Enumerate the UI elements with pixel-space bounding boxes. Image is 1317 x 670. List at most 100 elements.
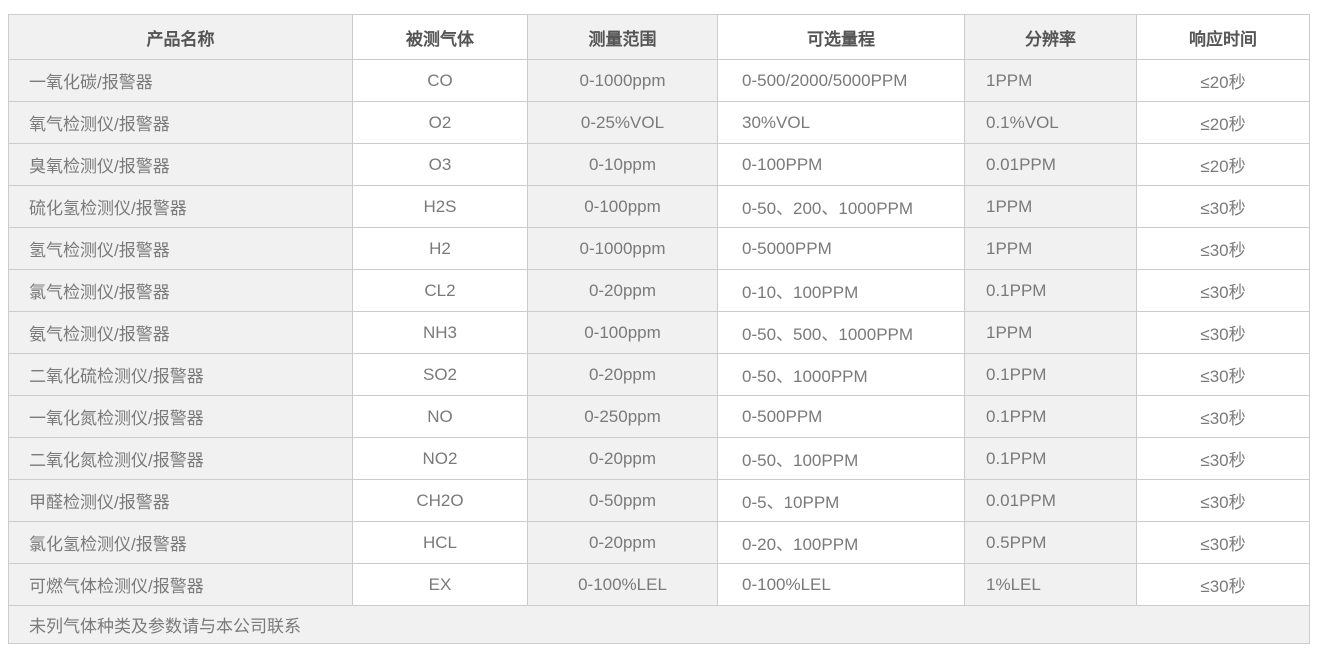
table-row: 二氧化硫检测仪/报警器 SO2 0-20ppm 0-50、1000PPM 0.1PPM ≤…	[8, 353, 1310, 396]
cell-optional-range: 0-5000PPM	[717, 227, 965, 270]
cell-resolution: 0.01PPM	[964, 143, 1137, 186]
cell-response-time: ≤30秒	[1136, 563, 1310, 606]
cell-optional-range: 0-500/2000/5000PPM	[717, 59, 965, 102]
cell-measure-range: 0-10ppm	[527, 143, 718, 186]
table-row: 氯化氢检测仪/报警器 HCL 0-20ppm 0-20、100PPM 0.5PPM ≤30…	[8, 521, 1310, 564]
table-row: 臭氧检测仪/报警器 O3 0-10ppm 0-100PPM 0.01PPM ≤20秒	[8, 143, 1310, 186]
cell-resolution: 0.1PPM	[964, 353, 1137, 396]
cell-measure-range: 0-25%VOL	[527, 101, 718, 144]
cell-resolution: 0.01PPM	[964, 479, 1137, 522]
cell-resolution: 1PPM	[964, 311, 1137, 354]
cell-measure-range: 0-100%LEL	[527, 563, 718, 606]
cell-optional-range: 0-50、500、1000PPM	[717, 311, 965, 354]
cell-measure-range: 0-50ppm	[527, 479, 718, 522]
cell-measured-gas: O3	[352, 143, 528, 186]
footer-note-row: 未列气体种类及参数请与本公司联系	[8, 605, 1310, 644]
cell-resolution: 1PPM	[964, 185, 1137, 228]
column-header-product-name: 产品名称	[8, 14, 353, 60]
cell-measure-range: 0-250ppm	[527, 395, 718, 438]
cell-product-name: 氯化氢检测仪/报警器	[8, 521, 353, 564]
cell-resolution: 0.1PPM	[964, 269, 1137, 312]
cell-resolution: 1PPM	[964, 227, 1137, 270]
cell-resolution: 1%LEL	[964, 563, 1137, 606]
cell-measure-range: 0-100ppm	[527, 311, 718, 354]
cell-product-name: 臭氧检测仪/报警器	[8, 143, 353, 186]
cell-response-time: ≤30秒	[1136, 437, 1310, 480]
cell-optional-range: 0-10、100PPM	[717, 269, 965, 312]
cell-resolution: 0.1PPM	[964, 437, 1137, 480]
table-body: 一氧化碳/报警器 CO 0-1000ppm 0-500/2000/5000PPM 1PP…	[8, 59, 1310, 606]
cell-optional-range: 30%VOL	[717, 101, 965, 144]
cell-measured-gas: NH3	[352, 311, 528, 354]
cell-product-name: 甲醛检测仪/报警器	[8, 479, 353, 522]
cell-measured-gas: HCL	[352, 521, 528, 564]
cell-response-time: ≤30秒	[1136, 395, 1310, 438]
cell-measure-range: 0-1000ppm	[527, 227, 718, 270]
cell-optional-range: 0-50、100PPM	[717, 437, 965, 480]
cell-product-name: 氯气检测仪/报警器	[8, 269, 353, 312]
cell-product-name: 二氧化硫检测仪/报警器	[8, 353, 353, 396]
cell-optional-range: 0-50、1000PPM	[717, 353, 965, 396]
cell-measure-range: 0-20ppm	[527, 353, 718, 396]
cell-measured-gas: CH2O	[352, 479, 528, 522]
table-row: 氢气检测仪/报警器 H2 0-1000ppm 0-5000PPM 1PPM ≤30秒	[8, 227, 1310, 270]
table-row: 一氧化氮检测仪/报警器 NO 0-250ppm 0-500PPM 0.1PPM ≤30秒	[8, 395, 1310, 438]
table-header-row: 产品名称 被测气体 测量范围 可选量程 分辨率 响应时间	[8, 14, 1310, 60]
table-row: 甲醛检测仪/报警器 CH2O 0-50ppm 0-5、10PPM 0.01PPM ≤30秒	[8, 479, 1310, 522]
cell-product-name: 二氧化氮检测仪/报警器	[8, 437, 353, 480]
cell-measured-gas: H2	[352, 227, 528, 270]
cell-response-time: ≤30秒	[1136, 185, 1310, 228]
cell-response-time: ≤30秒	[1136, 269, 1310, 312]
cell-resolution: 1PPM	[964, 59, 1137, 102]
cell-product-name: 可燃气体检测仪/报警器	[8, 563, 353, 606]
cell-measure-range: 0-20ppm	[527, 269, 718, 312]
spec-table-container: 产品名称 被测气体 测量范围 可选量程 分辨率 响应时间 一氧化碳/报警器 CO 0…	[8, 14, 1310, 644]
cell-response-time: ≤20秒	[1136, 59, 1310, 102]
cell-product-name: 硫化氢检测仪/报警器	[8, 185, 353, 228]
cell-measured-gas: H2S	[352, 185, 528, 228]
column-header-measured-gas: 被测气体	[352, 14, 528, 60]
cell-product-name: 氨气检测仪/报警器	[8, 311, 353, 354]
cell-response-time: ≤30秒	[1136, 521, 1310, 564]
cell-response-time: ≤20秒	[1136, 101, 1310, 144]
cell-measured-gas: O2	[352, 101, 528, 144]
cell-resolution: 0.1PPM	[964, 395, 1137, 438]
cell-response-time: ≤20秒	[1136, 143, 1310, 186]
table-row: 氯气检测仪/报警器 CL2 0-20ppm 0-10、100PPM 0.1PPM ≤30秒	[8, 269, 1310, 312]
table-row: 硫化氢检测仪/报警器 H2S 0-100ppm 0-50、200、1000PPM 1PP…	[8, 185, 1310, 228]
cell-measured-gas: EX	[352, 563, 528, 606]
cell-product-name: 氧气检测仪/报警器	[8, 101, 353, 144]
cell-product-name: 一氧化碳/报警器	[8, 59, 353, 102]
cell-product-name: 氢气检测仪/报警器	[8, 227, 353, 270]
table-row: 氧气检测仪/报警器 O2 0-25%VOL 30%VOL 0.1%VOL ≤20秒	[8, 101, 1310, 144]
table-row: 一氧化碳/报警器 CO 0-1000ppm 0-500/2000/5000PPM 1PP…	[8, 59, 1310, 102]
cell-optional-range: 0-5、10PPM	[717, 479, 965, 522]
column-header-response-time: 响应时间	[1136, 14, 1310, 60]
cell-product-name: 一氧化氮检测仪/报警器	[8, 395, 353, 438]
cell-measure-range: 0-20ppm	[527, 437, 718, 480]
footer-note-text: 未列气体种类及参数请与本公司联系	[8, 605, 1310, 644]
cell-resolution: 0.1%VOL	[964, 101, 1137, 144]
table-row: 可燃气体检测仪/报警器 EX 0-100%LEL 0-100%LEL 1%LEL ≤30秒	[8, 563, 1310, 606]
table-row: 二氧化氮检测仪/报警器 NO2 0-20ppm 0-50、100PPM 0.1PPM ≤3…	[8, 437, 1310, 480]
cell-response-time: ≤30秒	[1136, 353, 1310, 396]
cell-optional-range: 0-100%LEL	[717, 563, 965, 606]
gas-detector-spec-table: 产品名称 被测气体 测量范围 可选量程 分辨率 响应时间 一氧化碳/报警器 CO 0…	[8, 14, 1310, 644]
cell-response-time: ≤30秒	[1136, 479, 1310, 522]
cell-measured-gas: NO2	[352, 437, 528, 480]
cell-resolution: 0.5PPM	[964, 521, 1137, 564]
cell-measured-gas: CO	[352, 59, 528, 102]
cell-measure-range: 0-1000ppm	[527, 59, 718, 102]
column-header-resolution: 分辨率	[964, 14, 1137, 60]
cell-optional-range: 0-20、100PPM	[717, 521, 965, 564]
cell-measure-range: 0-20ppm	[527, 521, 718, 564]
cell-optional-range: 0-500PPM	[717, 395, 965, 438]
cell-measured-gas: NO	[352, 395, 528, 438]
cell-response-time: ≤30秒	[1136, 311, 1310, 354]
column-header-optional-range: 可选量程	[717, 14, 965, 60]
cell-measure-range: 0-100ppm	[527, 185, 718, 228]
cell-response-time: ≤30秒	[1136, 227, 1310, 270]
table-row: 氨气检测仪/报警器 NH3 0-100ppm 0-50、500、1000PPM 1PPM…	[8, 311, 1310, 354]
cell-measured-gas: SO2	[352, 353, 528, 396]
cell-optional-range: 0-100PPM	[717, 143, 965, 186]
